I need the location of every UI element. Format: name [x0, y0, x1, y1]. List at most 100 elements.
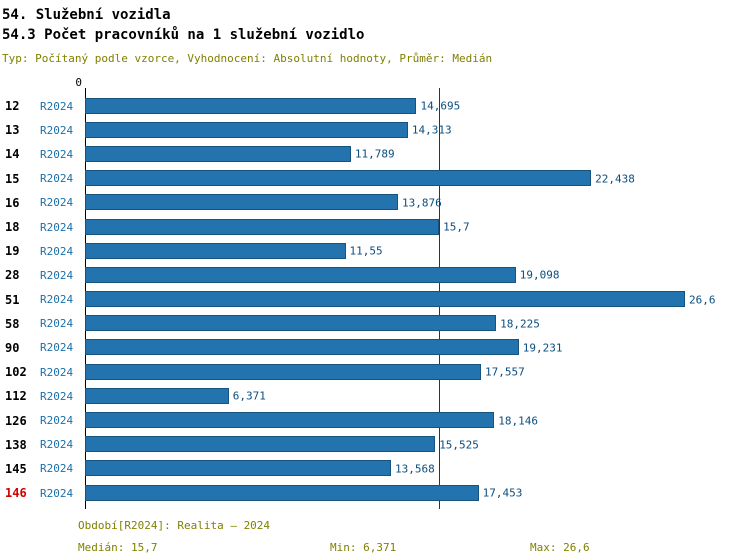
row-category-label: 18	[5, 220, 20, 235]
row-series-label: R2024	[40, 172, 74, 186]
chart-row: 102 R2024 17,557	[0, 360, 750, 384]
row-series-label: R2024	[40, 414, 74, 428]
row-category-label: 112	[5, 389, 27, 404]
row-category-label: 14	[5, 147, 20, 162]
row-category-label: 90	[5, 340, 20, 355]
chart-row: 14 R2024 11,789	[0, 142, 750, 166]
bar	[85, 145, 351, 162]
row-category-label: 15	[5, 171, 20, 186]
bar-value-label: 13,876	[401, 196, 442, 210]
chart-meta-info: Typ: Počítaný podle vzorce, Vyhodnocení:…	[2, 52, 493, 65]
bar-value-label: 13,568	[395, 462, 435, 476]
bar-value-label: 22,438	[595, 172, 635, 186]
row-bar-area: 11,789	[85, 142, 750, 166]
row-bar-area: 14,695	[85, 94, 750, 118]
bar-value-label: 11,55	[349, 244, 383, 258]
row-bar-area: 26,6	[85, 288, 750, 312]
chart-row: 138 R2024 15,525	[0, 433, 750, 457]
bar	[85, 194, 398, 211]
bar	[85, 484, 479, 501]
bar	[85, 170, 592, 187]
row-series-label: R2024	[40, 462, 74, 476]
row-bar-area: 17,453	[85, 481, 750, 505]
bar	[85, 218, 440, 235]
row-category-label: 126	[5, 413, 27, 428]
summary-stats: Medián: 15,7 Min: 6,371 Max: 26,6	[78, 541, 750, 554]
bar	[85, 436, 436, 453]
bar	[85, 387, 229, 404]
chart-row: 18 R2024 15,7	[0, 215, 750, 239]
chart-rows: 12 R2024 14,695 13 R2024 14,313 14 R2024 11,789 1…	[0, 94, 750, 505]
bar-value-label: 18,146	[498, 414, 539, 428]
chart-footer: Období[R2024]: Realita – 2024 Medián: 15…	[0, 519, 750, 554]
row-bar-area: 18,225	[85, 312, 750, 336]
row-bar-area: 13,568	[85, 457, 750, 481]
row-bar-area: 22,438	[85, 167, 750, 191]
row-category-label: 102	[5, 365, 27, 380]
row-bar-area: 19,231	[85, 336, 750, 360]
bar	[85, 291, 685, 308]
row-bar-area: 15,525	[85, 433, 750, 457]
chart-row: 51 R2024 26,6	[0, 288, 750, 312]
row-series-label: R2024	[40, 147, 74, 161]
median-stat: Medián: 15,7	[78, 541, 158, 555]
bar	[85, 363, 482, 380]
chart-row: 12 R2024 14,695	[0, 94, 750, 118]
bar-chart: 0 12 R2024 14,695 13 R2024 14,313 14 R2024 11,78…	[0, 76, 750, 510]
page-subtitle: 54.3 Počet pracovníků na 1 služební vozi…	[2, 27, 365, 43]
row-series-label: R2024	[40, 365, 74, 379]
row-series-label: R2024	[40, 317, 74, 331]
bar	[85, 97, 417, 114]
bar-value-label: 17,557	[485, 365, 525, 379]
row-bar-area: 11,55	[85, 239, 750, 263]
min-stat: Min: 6,371	[330, 541, 397, 555]
chart-row: 19 R2024 11,55	[0, 239, 750, 263]
bar	[85, 339, 519, 356]
row-category-label: 12	[5, 99, 20, 114]
chart-row: 126 R2024 18,146	[0, 408, 750, 432]
bar-value-label: 6,371	[232, 389, 266, 403]
bar-value-label: 15,525	[439, 438, 479, 452]
row-category-label: 58	[5, 316, 20, 331]
max-stat: Max: 26,6	[530, 541, 590, 555]
chart-row: 15 R2024 22,438	[0, 167, 750, 191]
chart-row: 112 R2024 6,371	[0, 384, 750, 408]
bar-value-label: 14,695	[420, 99, 461, 113]
row-series-label: R2024	[40, 389, 74, 403]
chart-row: 16 R2024 13,876	[0, 191, 750, 215]
row-category-label: 145	[5, 461, 27, 476]
chart-row: 13 R2024 14,313	[0, 118, 750, 142]
row-bar-area: 17,557	[85, 360, 750, 384]
row-bar-area: 6,371	[85, 384, 750, 408]
row-series-label: R2024	[40, 196, 74, 210]
row-bar-area: 19,098	[85, 263, 750, 287]
bar	[85, 460, 392, 477]
bar	[85, 315, 497, 332]
row-series-label: R2024	[40, 438, 74, 452]
chart-row: 146 R2024 17,453	[0, 481, 750, 505]
row-bar-area: 13,876	[85, 191, 750, 215]
bar-value-label: 17,453	[482, 486, 523, 500]
bar-value-label: 26,6	[689, 293, 716, 307]
row-category-label: 28	[5, 268, 20, 283]
row-series-label: R2024	[40, 341, 74, 355]
row-series-label: R2024	[40, 293, 74, 307]
row-series-label: R2024	[40, 220, 74, 234]
page-title: 54. Služební vozidla	[2, 7, 171, 23]
row-category-label: 138	[5, 437, 27, 452]
bar-value-label: 14,313	[411, 123, 452, 137]
row-category-label: 146	[5, 486, 27, 501]
row-series-label: R2024	[40, 268, 74, 282]
bar-value-label: 18,225	[500, 317, 540, 331]
report-header: 54. Služební vozidla 54.3 Počet pracovní…	[0, 0, 750, 65]
row-category-label: 13	[5, 123, 20, 138]
bar-value-label: 11,789	[354, 147, 395, 161]
row-series-label: R2024	[40, 486, 74, 500]
row-category-label: 19	[5, 244, 20, 259]
row-category-label: 16	[5, 195, 20, 210]
chart-row: 90 R2024 19,231	[0, 336, 750, 360]
row-bar-area: 15,7	[85, 215, 750, 239]
chart-row: 28 R2024 19,098	[0, 263, 750, 287]
chart-row: 145 R2024 13,568	[0, 457, 750, 481]
